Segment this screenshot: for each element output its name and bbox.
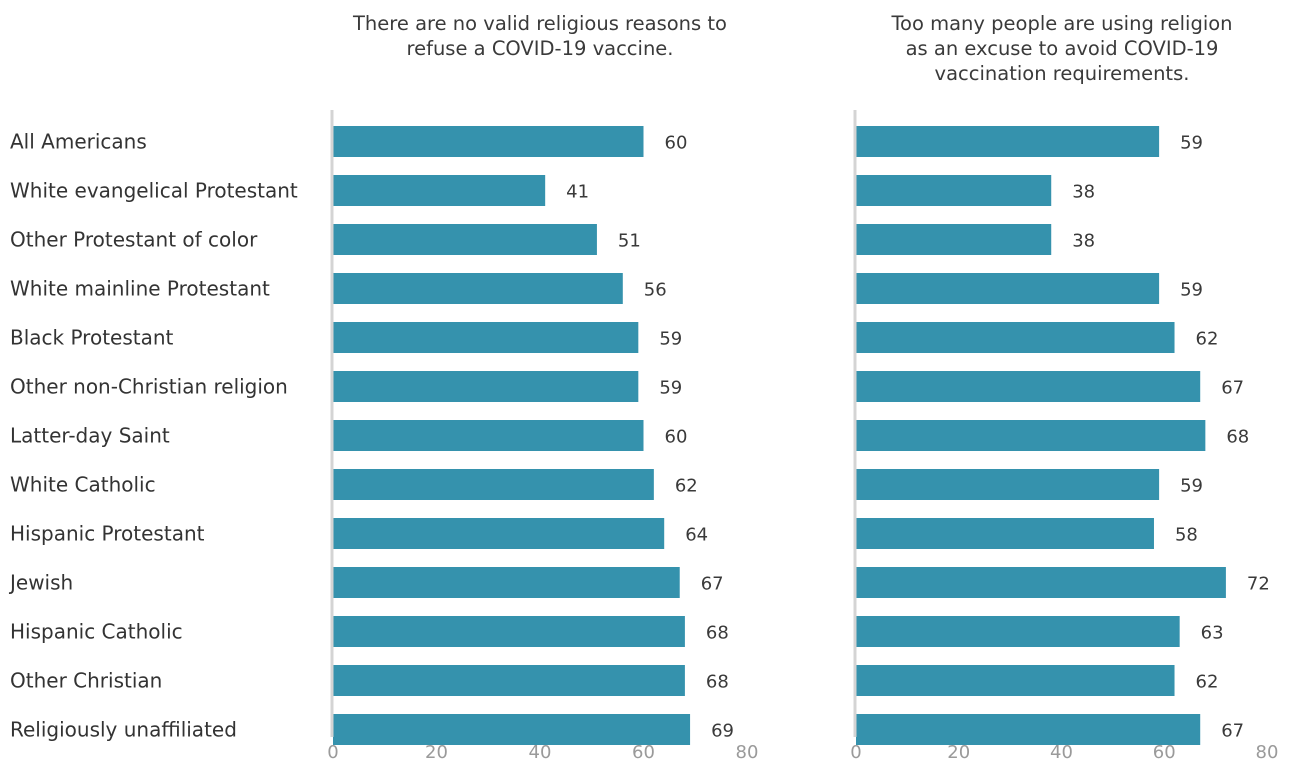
bar — [333, 714, 691, 745]
value-label: 56 — [644, 280, 667, 301]
value-label: 58 — [1175, 525, 1198, 546]
tick-label: 80 — [1256, 742, 1279, 761]
value-label: 67 — [701, 574, 724, 595]
value-label: 72 — [1247, 574, 1270, 595]
chart-title-line: as an excuse to avoid COVID-19 — [906, 37, 1219, 60]
tick-label: 20 — [947, 742, 970, 761]
chart-panel-1: There are no valid religious reasons tor… — [327, 12, 758, 761]
tick-label: 60 — [632, 742, 655, 761]
chart-title-line: Too many people are using religion — [890, 12, 1232, 35]
value-label: 59 — [1180, 476, 1203, 497]
category-label: Jewish — [8, 571, 73, 595]
chart-title-line: There are no valid religious reasons to — [352, 12, 727, 35]
value-label: 51 — [618, 231, 641, 252]
category-label: Other Protestant of color — [10, 228, 258, 252]
value-label: 67 — [1221, 378, 1244, 399]
value-label: 60 — [665, 133, 688, 154]
value-label: 59 — [659, 329, 682, 350]
value-label: 68 — [706, 623, 729, 644]
bar — [856, 714, 1201, 745]
tick-label: 0 — [850, 742, 861, 761]
category-label: Religiously unaffiliated — [10, 718, 237, 742]
bar — [856, 420, 1206, 451]
bar — [856, 371, 1201, 402]
category-label: Other Christian — [10, 669, 162, 693]
category-label: Other non-Christian religion — [10, 375, 288, 399]
bar — [333, 420, 644, 451]
value-label: 67 — [1221, 721, 1244, 742]
value-label: 59 — [1180, 133, 1203, 154]
category-labels: All Americans White evangelical Protestan… — [8, 130, 298, 742]
value-label: 64 — [685, 525, 708, 546]
category-label: Black Protestant — [10, 326, 174, 350]
value-label: 62 — [1196, 329, 1219, 350]
bar — [333, 469, 654, 500]
bar — [333, 224, 597, 255]
bar — [333, 322, 639, 353]
value-label: 38 — [1072, 231, 1095, 252]
bar — [333, 175, 546, 206]
bar — [856, 567, 1226, 598]
bar — [856, 322, 1175, 353]
bar — [856, 224, 1052, 255]
bar — [333, 518, 665, 549]
bar — [856, 665, 1175, 696]
value-label: 60 — [665, 427, 688, 448]
category-label: All Americans — [10, 130, 147, 154]
value-label: 41 — [566, 182, 589, 203]
category-label: Hispanic Protestant — [10, 522, 205, 546]
tick-label: 20 — [425, 742, 448, 761]
bar — [333, 273, 623, 304]
category-label: White mainline Protestant — [10, 277, 270, 301]
value-label: 59 — [659, 378, 682, 399]
category-label: White evangelical Protestant — [10, 179, 298, 203]
bar — [856, 469, 1160, 500]
tick-label: 40 — [529, 742, 552, 761]
bar — [856, 126, 1160, 157]
chart-title: There are no valid religious reasons tor… — [352, 12, 727, 60]
tick-label: 0 — [327, 742, 338, 761]
value-label: 59 — [1180, 280, 1203, 301]
value-label: 69 — [711, 721, 734, 742]
category-label: Hispanic Catholic — [10, 620, 183, 644]
bar — [333, 567, 680, 598]
bar — [333, 665, 685, 696]
tick-label: 80 — [736, 742, 759, 761]
value-label: 63 — [1201, 623, 1224, 644]
chart-title-line: vaccination requirements. — [935, 62, 1190, 85]
tick-label: 60 — [1153, 742, 1176, 761]
chart-title-line: refuse a COVID-19 vaccine. — [407, 37, 674, 60]
value-label: 62 — [675, 476, 698, 497]
bar — [333, 126, 644, 157]
bar — [856, 616, 1180, 647]
bar — [333, 616, 685, 647]
category-label: Latter-day Saint — [10, 424, 170, 448]
category-label: White Catholic — [10, 473, 156, 497]
bar — [856, 518, 1154, 549]
bar — [856, 273, 1160, 304]
value-label: 62 — [1196, 672, 1219, 693]
bar — [333, 371, 639, 402]
value-label: 68 — [1226, 427, 1249, 448]
value-label: 68 — [706, 672, 729, 693]
value-label: 38 — [1072, 182, 1095, 203]
tick-label: 40 — [1050, 742, 1073, 761]
bar — [856, 175, 1052, 206]
